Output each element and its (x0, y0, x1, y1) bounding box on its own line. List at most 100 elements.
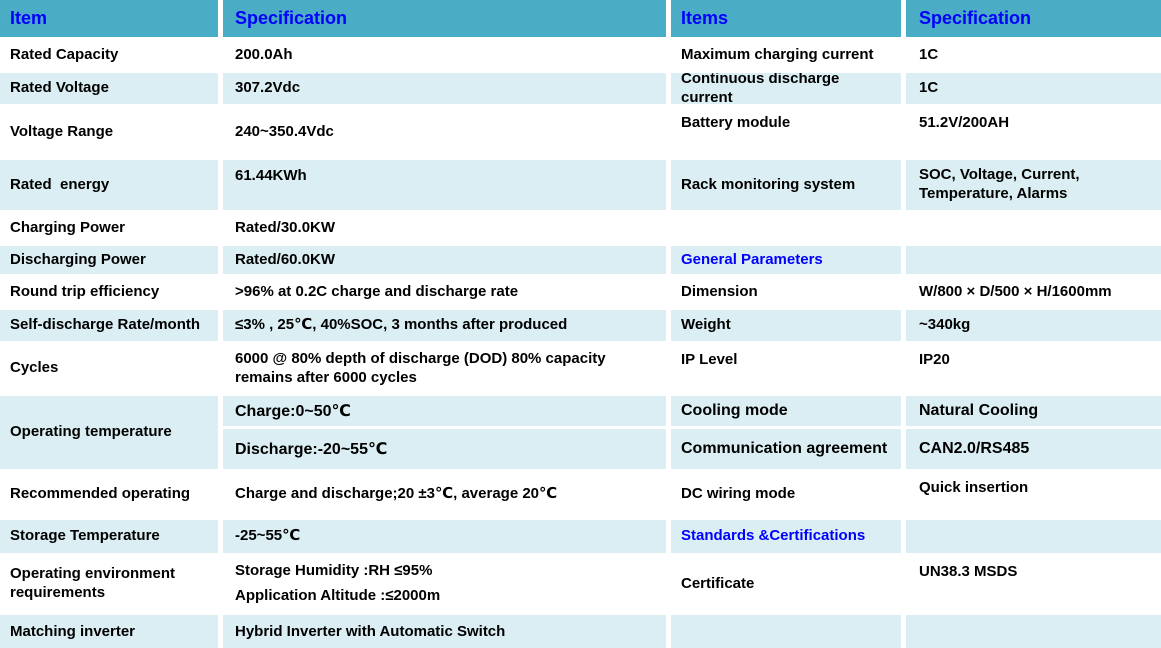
spec-value: ~340kg (919, 316, 971, 334)
item-cell: Recommended operating (0, 472, 218, 517)
spec-value: 200.0Ah (235, 45, 293, 63)
spec-value: 307.2Vdc (235, 79, 301, 97)
item-label: Battery module (681, 114, 791, 131)
item-cell: DC wiring mode (671, 472, 901, 517)
spec-cell: CAN2.0/RS485 (906, 429, 1161, 469)
spec-value: Hybrid Inverter with Automatic Switch (235, 622, 506, 640)
row-rated-capacity: Rated Capacity 200.0Ah Maximum charging … (0, 40, 1161, 70)
spec-value: 240~350.4Vdc (235, 122, 334, 140)
item-cell: Storage Temperature (0, 520, 218, 553)
row-rated-voltage: Rated Voltage 307.2Vdc Continuous discha… (0, 73, 1161, 104)
item-cell: IP Level (671, 344, 901, 393)
spec-value: 61.44KWh (235, 167, 307, 184)
spec-cell: UN38.3 MSDS (906, 556, 1161, 612)
row-rated-energy: Rated energy 61.44KWh Rack monitoring sy… (0, 160, 1161, 210)
row-charging-power: Charging Power Rated/30.0KW (0, 213, 1161, 243)
spec-value: W/800 × D/500 × H/1600mm (919, 282, 1112, 300)
item-cell: Cycles (0, 344, 218, 393)
spec-cell: IP20 (906, 344, 1161, 393)
item-label: Charging Power (10, 218, 126, 236)
item-label: Weight (681, 316, 731, 334)
spec-cell: 6000 @ 80% depth of discharge (DOD) 80% … (223, 344, 666, 393)
header-item: Item (0, 0, 218, 37)
item-cell: Continuous discharge current (671, 73, 901, 104)
spec-cell: ~340kg (906, 310, 1161, 341)
item-label: Self-discharge Rate/month (10, 316, 201, 334)
spec-cell: 51.2V/200AH (906, 107, 1161, 157)
header-items-label: Items (681, 8, 729, 29)
spec-value: ≤3% , 25℃, 40%SOC, 3 months after produc… (235, 316, 568, 334)
section-label: Standards &Certifications (681, 527, 866, 545)
spec-cell: Charge:0~50℃ (223, 396, 666, 426)
item-cell: Cooling mode (671, 396, 901, 426)
item-cell: Charging Power (0, 213, 218, 243)
spec-value: Rated/30.0KW (235, 218, 336, 236)
spec-value-line1: Storage Humidity :RH ≤95% (235, 562, 433, 580)
row-round-trip-efficiency: Round trip efficiency >96% at 0.2C charg… (0, 277, 1161, 307)
item-label: Round trip efficiency (10, 282, 160, 300)
spec-value: Charge and discharge;20 ±3℃, average 20℃ (235, 485, 558, 503)
spec-cell: -25~55℃ (223, 520, 666, 553)
spec-value: Rated/60.0KW (235, 250, 336, 268)
row-operating-temperature: Operating temperature Charge:0~50℃ Disch… (0, 396, 1161, 469)
row-operating-environment: Operating environment requirements Stora… (0, 556, 1161, 612)
header-specification-left-label: Specification (235, 8, 348, 29)
item-label: Recommended operating (10, 485, 191, 503)
item-cell: Voltage Range (0, 107, 218, 157)
header-specification-left: Specification (223, 0, 666, 37)
spec-cell (906, 615, 1161, 648)
header-items: Items (671, 0, 901, 37)
item-label: IP Level (681, 351, 738, 368)
section-standards-certifications: Standards &Certifications (671, 520, 901, 553)
spec-cell: Rated/60.0KW (223, 246, 666, 274)
spec-value: >96% at 0.2C charge and discharge rate (235, 282, 519, 300)
operating-temperature-specs: Charge:0~50℃ Discharge:-20~55℃ (223, 396, 666, 469)
spec-cell: Quick insertion (906, 472, 1161, 517)
item-label: Communication agreement (681, 440, 888, 457)
item-label: Voltage Range (10, 122, 114, 140)
item-label: Dimension (681, 282, 758, 300)
spec-cell (906, 520, 1161, 553)
spec-cell: 307.2Vdc (223, 73, 666, 104)
spec-cell: W/800 × D/500 × H/1600mm (906, 277, 1161, 307)
spec-cell: Storage Humidity :RH ≤95% Application Al… (223, 556, 666, 612)
item-label: Matching inverter (10, 622, 136, 640)
header-specification-right: Specification (906, 0, 1161, 37)
spec-cell: 240~350.4Vdc (223, 107, 666, 157)
cooling-communication-items: Cooling mode Communication agreement (671, 396, 901, 469)
spec-cell: Charge and discharge;20 ±3℃, average 20℃ (223, 472, 666, 517)
item-label: Discharging Power (10, 250, 146, 268)
item-cell: Rated energy (0, 160, 218, 210)
section-general-parameters: General Parameters (671, 246, 901, 274)
item-label: Continuous discharge current (681, 73, 844, 104)
spec-value: 1C (919, 45, 939, 63)
item-cell: Communication agreement (671, 429, 901, 469)
row-cycles: Cycles 6000 @ 80% depth of discharge (DO… (0, 344, 1161, 393)
item-cell: Operating temperature (0, 396, 218, 469)
spec-cell: SOC, Voltage, Current, Temperature, Alar… (906, 160, 1161, 210)
item-label: Rated Capacity (10, 45, 119, 63)
spec-value: 51.2V/200AH (919, 114, 1010, 131)
header-specification-right-label: Specification (919, 8, 1032, 29)
item-cell: Dimension (671, 277, 901, 307)
row-storage-temperature: Storage Temperature -25~55℃ Standards &C… (0, 520, 1161, 553)
spec-cell: 1C (906, 73, 1161, 104)
item-label: DC wiring mode (681, 485, 796, 503)
spec-value: UN38.3 MSDS (919, 563, 1018, 580)
item-label: Rated Voltage (10, 79, 109, 97)
item-cell: Rack monitoring system (671, 160, 901, 210)
item-cell: Battery module (671, 107, 901, 157)
item-label: Storage Temperature (10, 527, 160, 545)
spec-cell: ≤3% , 25℃, 40%SOC, 3 months after produc… (223, 310, 666, 341)
item-label: Cooling mode (681, 402, 788, 419)
spec-value: CAN2.0/RS485 (919, 440, 1030, 457)
item-label: Certificate (681, 574, 755, 592)
spec-value-line2: Application Altitude :≤2000m (235, 587, 441, 604)
item-cell: Matching inverter (0, 615, 218, 648)
item-cell: Maximum charging current (671, 40, 901, 70)
cooling-communication-specs: Natural Cooling CAN2.0/RS485 (906, 396, 1161, 469)
spec-cell: >96% at 0.2C charge and discharge rate (223, 277, 666, 307)
spec-cell: 61.44KWh (223, 160, 666, 210)
item-label: Rack monitoring system (681, 175, 856, 193)
spec-value: Charge:0~50℃ (235, 403, 351, 420)
